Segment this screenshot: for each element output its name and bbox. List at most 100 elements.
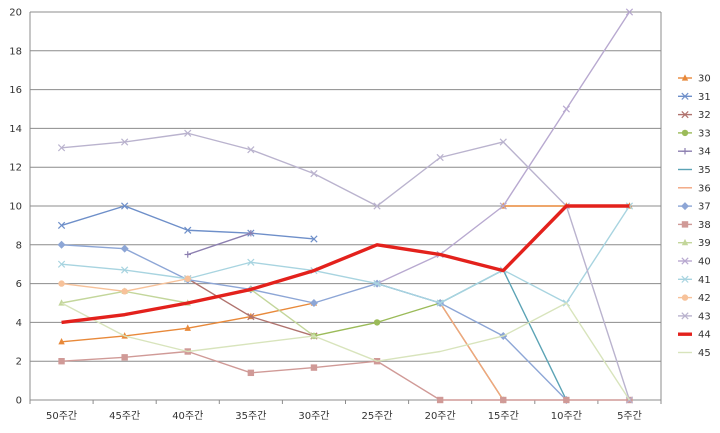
legend-item-31: 31 — [678, 92, 711, 103]
data-point — [310, 235, 318, 243]
y-tick-label: 8 — [16, 240, 22, 251]
data-point — [121, 354, 128, 361]
data-point — [58, 358, 65, 365]
y-tick-label: 14 — [9, 124, 22, 135]
data-point — [247, 229, 255, 237]
legend-item-30: 30 — [678, 74, 711, 85]
legend-marker — [681, 202, 689, 211]
series-44 — [61, 204, 630, 325]
y-tick-label: 0 — [16, 396, 22, 407]
legend-label: 39 — [698, 238, 711, 249]
legend-label: 30 — [698, 74, 711, 85]
y-tick-label: 2 — [16, 357, 22, 368]
legend-marker — [681, 275, 689, 283]
x-tick-label: 45주간 — [109, 410, 140, 422]
data-point — [373, 202, 381, 210]
x-tick-label: 20주간 — [425, 410, 456, 422]
legend-item-42: 42 — [678, 293, 711, 304]
legend-item-34: 34 — [678, 147, 711, 158]
legend-item-41: 41 — [678, 275, 711, 286]
grid-layer — [30, 11, 661, 401]
axis-layer: 0 2 4 6 8 10 12 14 16 18 20 50주간 45주간 40주간 35주간 30주간 25주… — [9, 8, 662, 422]
legend-marker — [681, 148, 689, 155]
y-tick-label: 18 — [9, 46, 22, 57]
data-point — [499, 202, 507, 210]
series-38 — [58, 348, 633, 404]
data-point — [58, 338, 65, 345]
data-point — [121, 202, 129, 210]
legend-item-38: 38 — [678, 220, 711, 231]
data-point — [310, 169, 318, 178]
data-point — [563, 396, 570, 404]
data-point — [373, 319, 381, 326]
x-tick-label: 15주간 — [488, 410, 519, 422]
series-line — [61, 204, 630, 325]
data-point — [121, 266, 129, 274]
y-tick-label: 6 — [16, 279, 22, 290]
data-point — [499, 138, 507, 146]
y-tick-label: 10 — [9, 202, 22, 213]
series-line — [376, 11, 631, 285]
series-41 — [57, 202, 634, 307]
data-point — [121, 288, 128, 295]
legend-label: 44 — [698, 330, 711, 341]
legend-marker — [681, 294, 689, 301]
legend: 30 31 32 33 34 35 36 37 38 39 40 41 42 43 44 45 — [678, 74, 711, 359]
legend-label: 36 — [698, 183, 711, 194]
data-point — [436, 396, 444, 404]
data-point — [625, 8, 634, 16]
series-43 — [57, 129, 634, 404]
x-tick-label: 5주간 — [617, 410, 642, 422]
x-tick-label: 25주간 — [361, 410, 392, 422]
data-point — [184, 275, 191, 282]
legend-item-32: 32 — [678, 110, 711, 121]
legend-item-45: 45 — [678, 348, 711, 359]
series-line — [61, 205, 631, 304]
legend-label: 40 — [698, 257, 711, 268]
legend-item-33: 33 — [678, 128, 711, 139]
legend-label: 43 — [698, 311, 711, 322]
legend-label: 42 — [698, 293, 711, 304]
data-point — [57, 144, 66, 152]
legend-label: 45 — [698, 348, 711, 359]
data-point — [247, 146, 255, 154]
legend-item-40: 40 — [678, 257, 711, 268]
legend-label: 33 — [698, 128, 711, 139]
legend-item-35: 35 — [678, 165, 711, 176]
legend-label: 37 — [698, 202, 711, 213]
data-point — [373, 279, 381, 288]
data-point — [120, 244, 129, 253]
legend-label: 31 — [698, 92, 711, 103]
series-31 — [57, 202, 318, 243]
series-line — [61, 205, 315, 240]
data-point — [247, 258, 255, 266]
series-45 — [61, 302, 631, 401]
data-point — [57, 221, 66, 230]
legend-label: 35 — [698, 165, 711, 176]
series-33 — [310, 299, 507, 404]
data-point — [184, 251, 191, 258]
legend-item-39: 39 — [678, 238, 711, 249]
x-tick-label: 35주간 — [235, 410, 266, 422]
y-tick-label: 4 — [16, 318, 22, 329]
series-line — [61, 132, 631, 401]
series-32 — [184, 275, 318, 340]
legend-item-43: 43 — [678, 311, 711, 322]
legend-marker — [681, 110, 689, 119]
legend-item-37: 37 — [678, 202, 711, 213]
data-point — [247, 369, 255, 377]
series-line — [313, 302, 504, 401]
data-point — [436, 299, 444, 307]
data-point — [58, 280, 65, 287]
y-tick-label: 20 — [9, 8, 22, 19]
series-layer — [57, 8, 634, 404]
legend-marker — [681, 129, 689, 137]
data-point — [184, 226, 192, 234]
legend-marker — [681, 92, 689, 100]
series-line — [187, 232, 252, 256]
series-line — [61, 350, 630, 401]
x-tick-label: 50주간 — [46, 410, 77, 422]
legend-label: 41 — [698, 275, 711, 286]
